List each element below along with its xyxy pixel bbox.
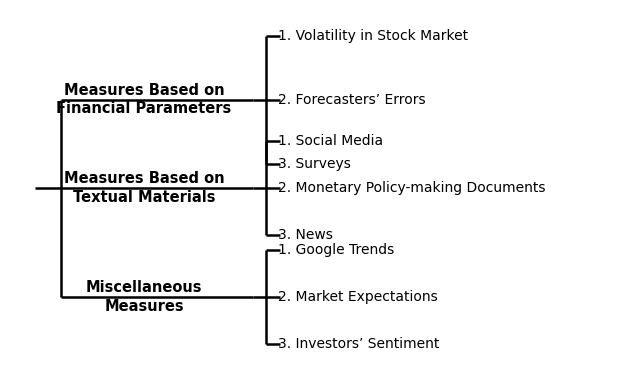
Text: 1. Social Media: 1. Social Media [278,134,383,148]
Text: Measures Based on
Textual Materials: Measures Based on Textual Materials [64,171,224,205]
Text: 3. Investors’ Sentiment: 3. Investors’ Sentiment [278,337,440,351]
Text: 1. Volatility in Stock Market: 1. Volatility in Stock Market [278,29,468,43]
Text: 2. Monetary Policy-making Documents: 2. Monetary Policy-making Documents [278,181,546,195]
Text: 3. Surveys: 3. Surveys [278,156,351,171]
Text: 2. Market Expectations: 2. Market Expectations [278,290,438,304]
Text: Miscellaneous
Measures: Miscellaneous Measures [86,280,202,314]
Text: 3. News: 3. News [278,228,333,242]
Text: 2. Forecasters’ Errors: 2. Forecasters’ Errors [278,92,426,107]
Text: Measures Based on
Financial Parameters: Measures Based on Financial Parameters [56,83,232,117]
Text: 1. Google Trends: 1. Google Trends [278,243,395,257]
